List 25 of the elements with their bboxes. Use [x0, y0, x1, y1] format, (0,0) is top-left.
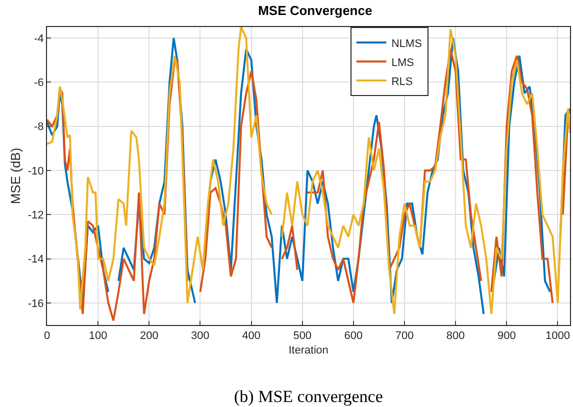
y-tick-label: -4 — [34, 32, 44, 45]
y-tick-label: -12 — [28, 209, 44, 222]
legend-label: LMS — [391, 56, 414, 69]
x-axis-title: Iteration — [288, 344, 328, 356]
x-tick-label: 600 — [344, 330, 363, 342]
x-tick-label: 300 — [191, 330, 210, 342]
x-tick-label: 200 — [140, 330, 158, 342]
legend-label: NLMS — [391, 38, 422, 50]
x-tick-label: 800 — [446, 330, 465, 342]
text: (b) MSE convergence — [234, 387, 383, 406]
y-tick-label: -14 — [28, 254, 44, 266]
x-tick-label: 700 — [395, 330, 414, 342]
x-tick-label: 500 — [293, 330, 312, 342]
y-tick-label: -6 — [34, 77, 44, 90]
legend-label: RLS — [391, 76, 413, 88]
x-tick-label: 0 — [44, 330, 50, 342]
x-tick-label: 100 — [88, 330, 108, 342]
x-tick-label: 1000 — [546, 330, 570, 342]
x-tick-label: 900 — [497, 330, 516, 342]
y-tick-label: -16 — [28, 298, 44, 310]
chart-title: MSE Convergence — [258, 3, 372, 18]
y-axis-title: MSE (dB) — [8, 148, 23, 204]
y-tick-label: -8 — [34, 121, 44, 134]
x-tick-label: 400 — [242, 330, 260, 342]
y-tick-label: -10 — [28, 165, 44, 178]
